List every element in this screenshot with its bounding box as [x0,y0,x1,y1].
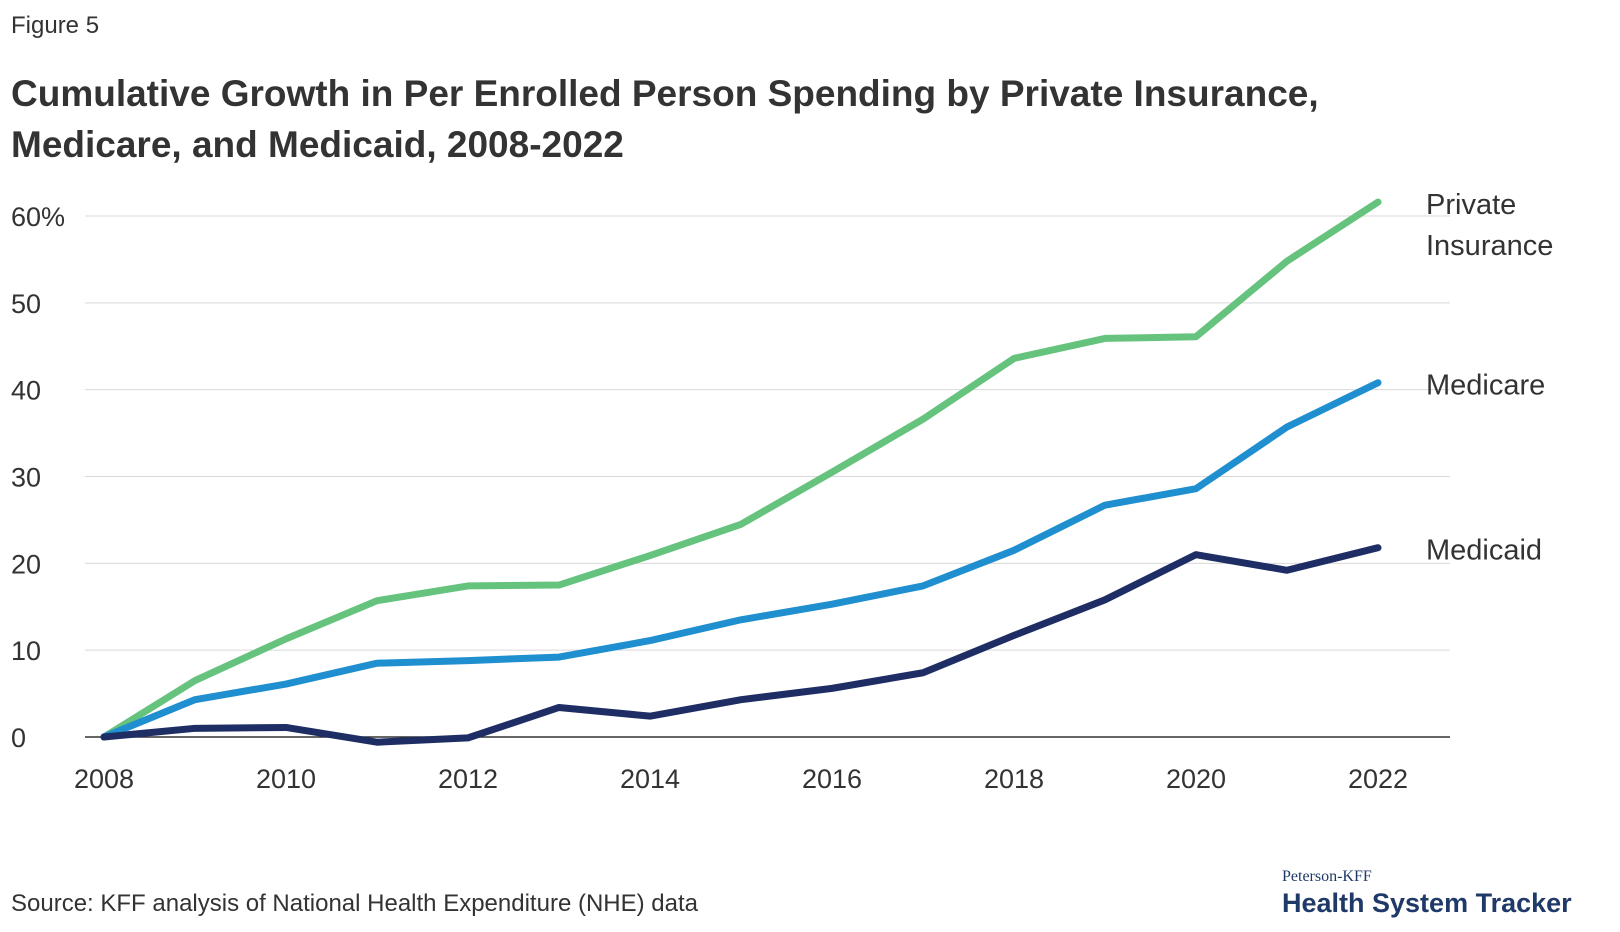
series-label-private-insurance: Insurance [1426,230,1553,262]
x-tick-label: 2022 [1348,764,1408,794]
y-tick-label: 40 [11,376,41,406]
series-label-medicare: Medicare [1426,370,1545,402]
y-axis-ticks: 0 10 20 30 40 50 60% [11,202,65,753]
source-note: Source: KFF analysis of National Health … [11,890,698,917]
gridlines [85,215,1450,651]
brand-main-text: Health System Tracker [1282,888,1572,918]
y-tick-label: 10 [11,636,41,666]
figure-label: Figure 5 [11,12,100,39]
series-line-private-insurance [100,198,1382,741]
y-tick-label: 0 [11,723,26,753]
x-tick-label: 2008 [74,764,134,794]
y-tick-label: 50 [11,289,41,319]
series-lines [100,198,1382,746]
x-tick-label: 2018 [984,764,1044,794]
series-line-medicare [100,379,1382,741]
x-tick-label: 2010 [256,764,316,794]
y-tick-label: 20 [11,549,41,579]
x-tick-label: 2012 [438,764,498,794]
brand-top-text: Peterson-KFF [1282,868,1372,885]
x-axis-ticks: 2008 2010 2012 2014 2016 2018 2020 2022 [74,764,1408,794]
x-tick-label: 2016 [802,764,862,794]
series-label-private-insurance: Private [1426,189,1516,221]
x-tick-label: 2014 [620,764,680,794]
series-labels: Private Insurance Medicare Medicaid [1426,189,1553,567]
chart-title: Cumulative Growth in Per Enrolled Person… [11,73,1319,165]
y-tick-label: 30 [11,463,41,493]
x-tick-label: 2020 [1166,764,1226,794]
series-line-medicaid [100,544,1382,746]
series-label-medicaid: Medicaid [1426,535,1542,567]
y-tick-label: 60% [11,202,65,232]
